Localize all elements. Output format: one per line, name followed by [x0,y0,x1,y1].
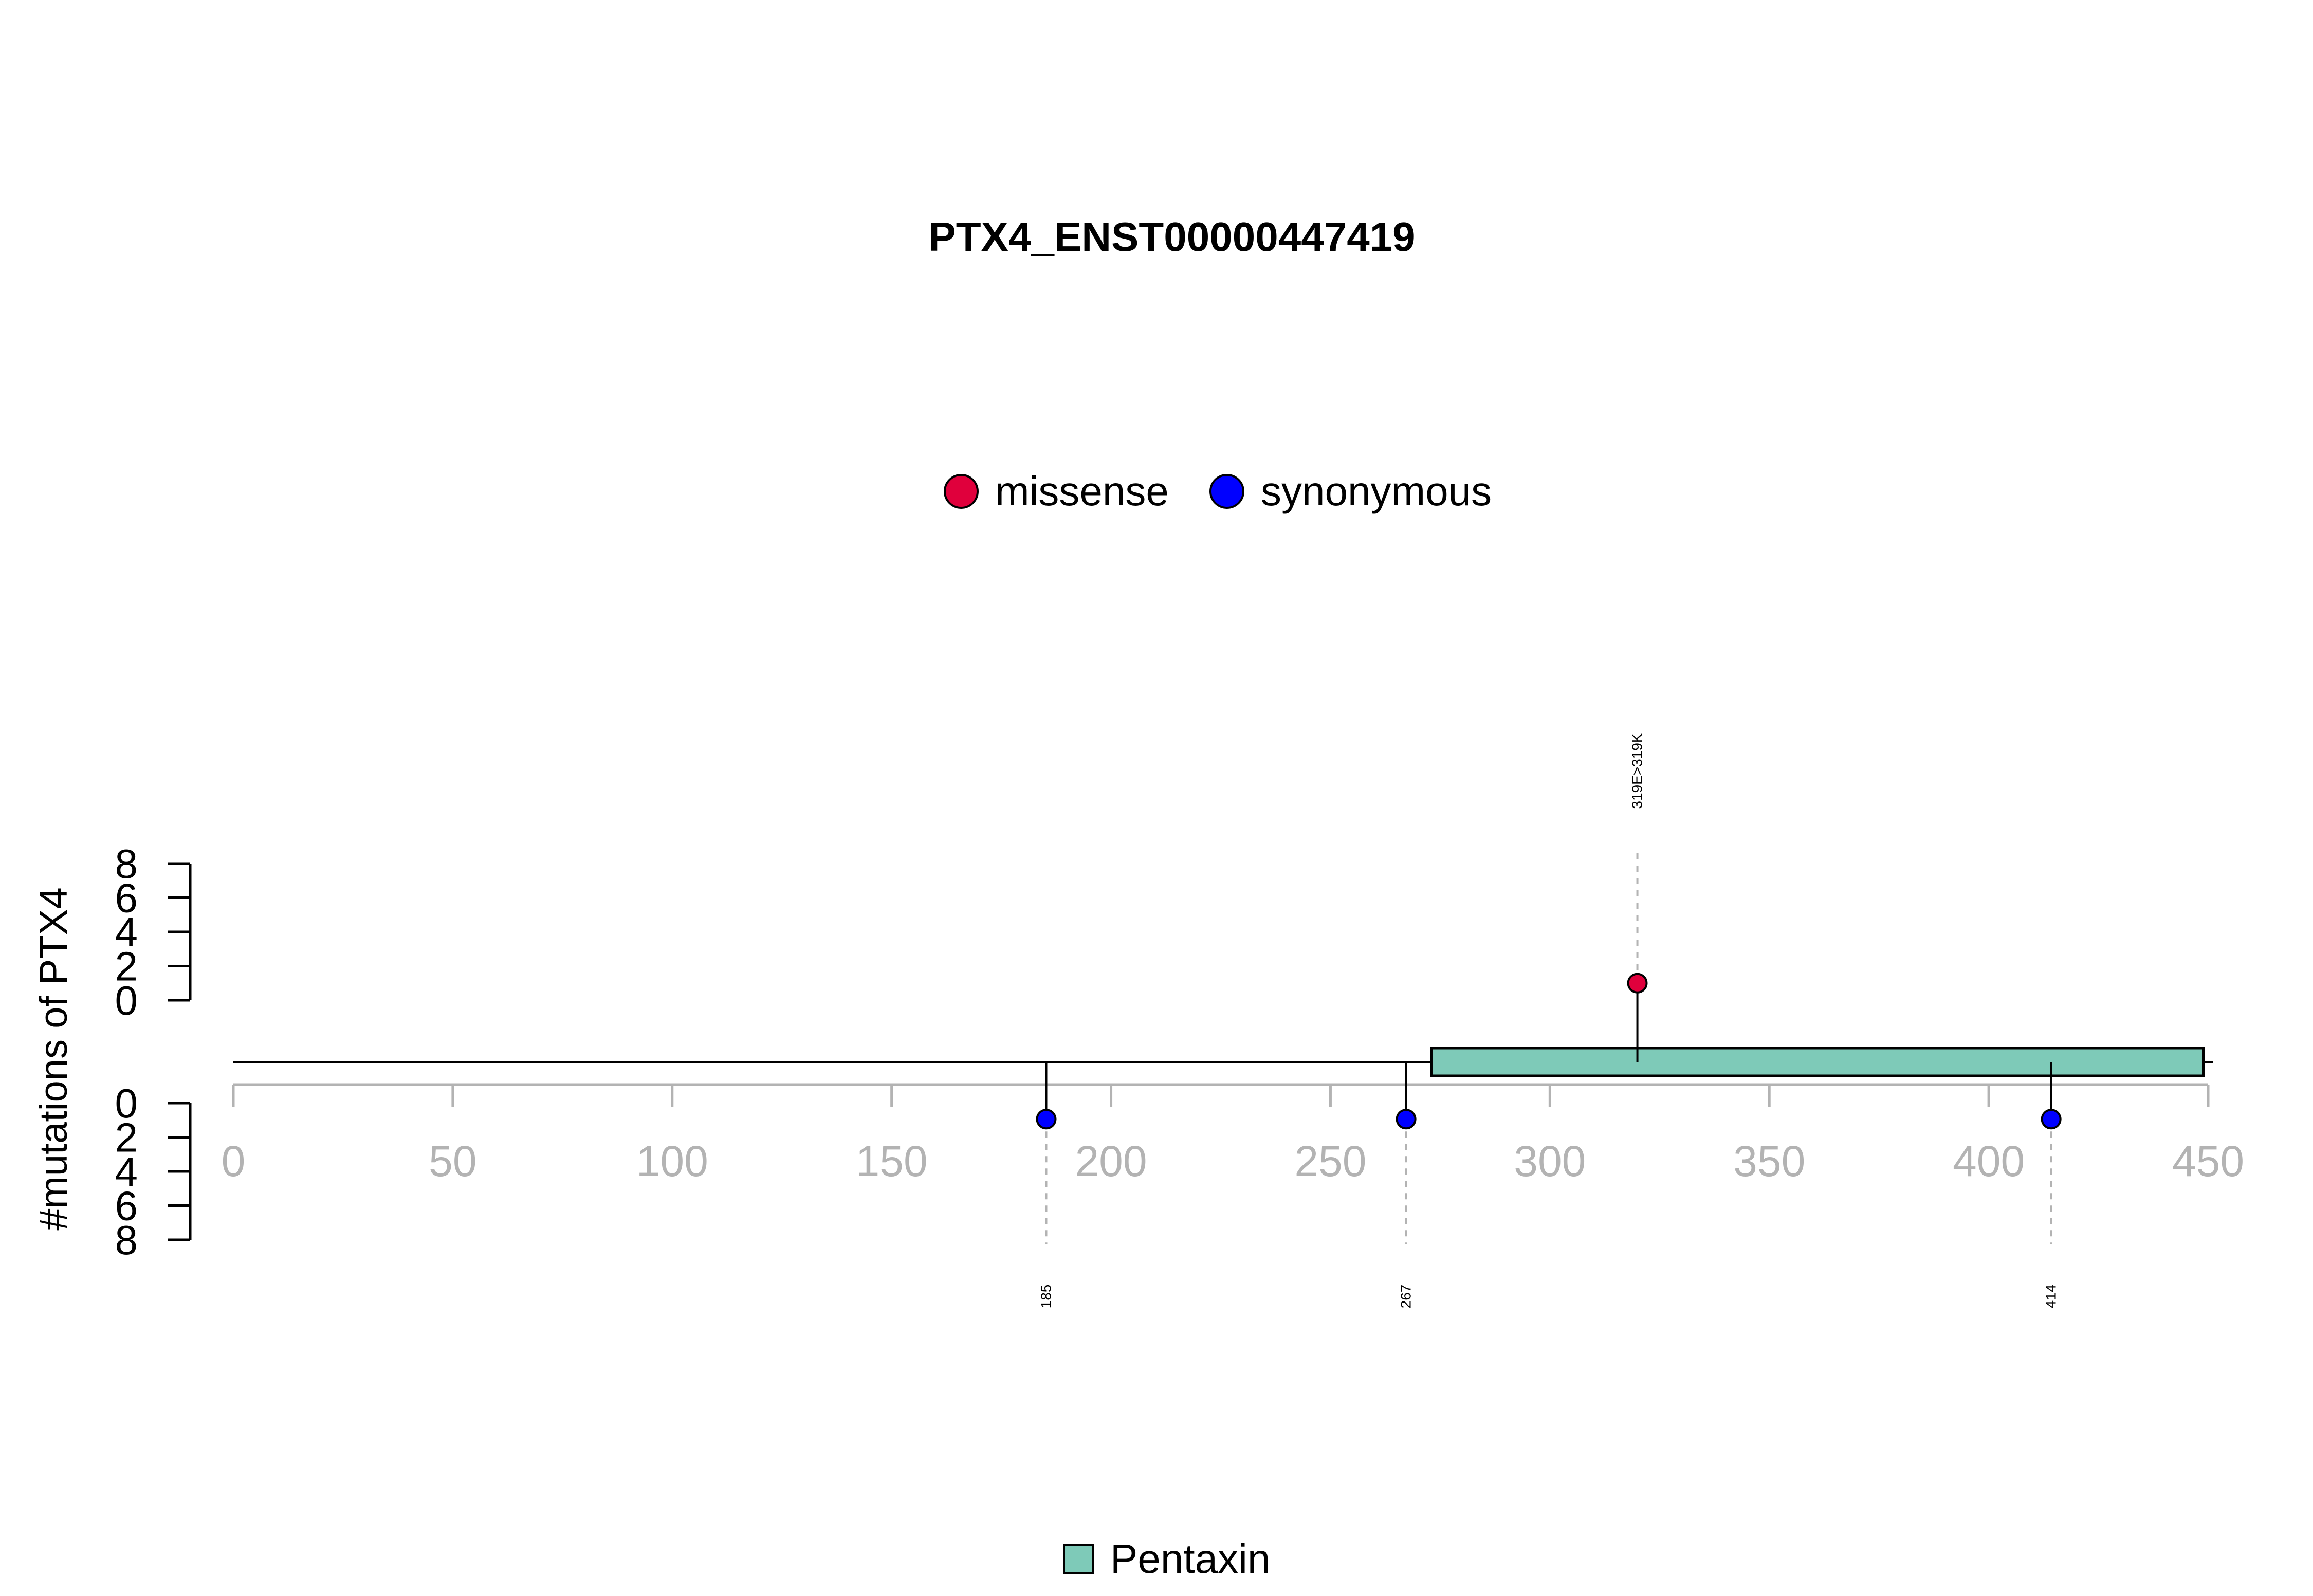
y-axis-top-tick-label: 4 [115,909,138,955]
y-axis-top-tick-label: 2 [115,944,138,989]
mutation-label: 185 [1038,1285,1054,1309]
legend-label-pentaxin: Pentaxin [1110,1536,1270,1582]
mutation-label: 319E>319K [1629,733,1645,809]
x-tick-label: 100 [636,1137,708,1185]
mutation-point-synonymous [2041,1109,2062,1130]
x-tick-label: 150 [856,1137,928,1185]
mutation-label: 267 [1398,1285,1414,1309]
y-axis-top-tick-label: 8 [115,841,138,887]
plot-area: 0 50 100 150 200 250 300 350 400 4500246802468319… [115,733,2245,1308]
y-axis-top-tick-label: 0 [115,978,138,1023]
y-axis-bottom-tick-label: 4 [115,1149,138,1195]
chart-title: PTX4_ENST00000447419 [928,214,1415,260]
x-tick-label: 350 [1733,1137,1805,1185]
mutation-label: 414 [2043,1285,2059,1309]
x-tick-label: 200 [1075,1137,1147,1185]
x-tick-label: 0 [222,1137,246,1185]
legend-label-missense: missense [995,468,1169,514]
legend-bottom: Pentaxin [1063,1536,1270,1582]
y-axis-label: #mutations of PTX4 [32,887,76,1230]
legend-label-synonymous: synonymous [1261,468,1492,514]
x-tick-label: 50 [429,1137,476,1185]
y-axis-top-tick-label: 6 [115,875,138,921]
x-tick-label: 400 [1953,1137,2025,1185]
y-axis-bottom-tick-label: 8 [115,1217,138,1263]
legend-marker-synonymous [1209,474,1244,509]
mutation-point-synonymous [1396,1109,1417,1130]
domain-pentaxin [1430,1047,2205,1077]
mutation-point-synonymous [1036,1109,1057,1130]
y-axis-bottom-tick-label: 2 [115,1115,138,1161]
legend-top: missense synonymous [944,468,1492,514]
legend-marker-missense [944,474,979,509]
mutation-point-missense [1627,973,1648,994]
x-tick-label: 300 [1514,1137,1586,1185]
y-axis-bottom-tick-label: 0 [115,1080,138,1126]
y-axis-bottom-tick-label: 6 [115,1183,138,1229]
x-tick-label: 250 [1294,1137,1366,1185]
x-tick-label: 450 [2172,1137,2244,1185]
legend-swatch-pentaxin [1063,1544,1094,1574]
